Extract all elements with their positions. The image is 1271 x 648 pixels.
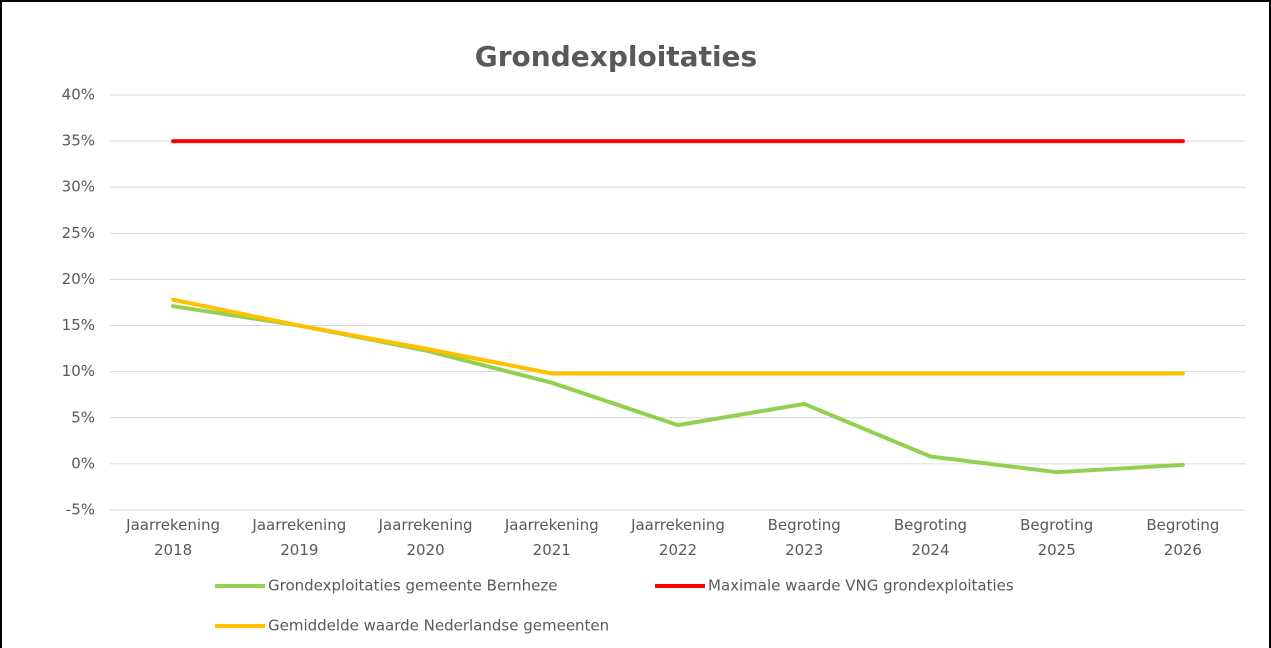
chart-title: Grondexploitaties — [475, 40, 757, 73]
y-tick-label: 20% — [62, 270, 95, 288]
legend-label: Gemiddelde waarde Nederlandse gemeenten — [268, 617, 609, 635]
y-tick-label: 30% — [62, 178, 95, 196]
y-tick-label: -5% — [66, 501, 95, 519]
x-tick-label: Begroting 2025 — [1020, 516, 1093, 559]
x-tick-label: Begroting 2026 — [1146, 516, 1219, 559]
y-tick-label: 35% — [62, 132, 95, 150]
y-tick-label: 0% — [71, 454, 95, 472]
x-tick-label: Begroting 2023 — [768, 516, 841, 559]
y-tick-label: 25% — [62, 224, 95, 242]
legend-label: Maximale waarde VNG grondexploitaties — [708, 577, 1014, 595]
legend-label: Grondexploitaties gemeente Bernheze — [268, 577, 557, 595]
x-tick-label: Jaarrekening 2019 — [251, 516, 346, 559]
x-tick-label: Begroting 2024 — [894, 516, 967, 559]
x-tick-label: Jaarrekening 2020 — [378, 516, 473, 559]
x-tick-label: Jaarrekening 2022 — [630, 516, 725, 559]
x-tick-label: Jaarrekening 2018 — [125, 516, 220, 559]
y-tick-label: 5% — [71, 408, 95, 426]
y-tick-label: 15% — [62, 316, 95, 334]
x-tick-label: Jaarrekening 2021 — [504, 516, 599, 559]
series-line — [171, 297, 1185, 376]
y-tick-label: 10% — [62, 362, 95, 380]
y-tick-label: 40% — [62, 86, 95, 104]
